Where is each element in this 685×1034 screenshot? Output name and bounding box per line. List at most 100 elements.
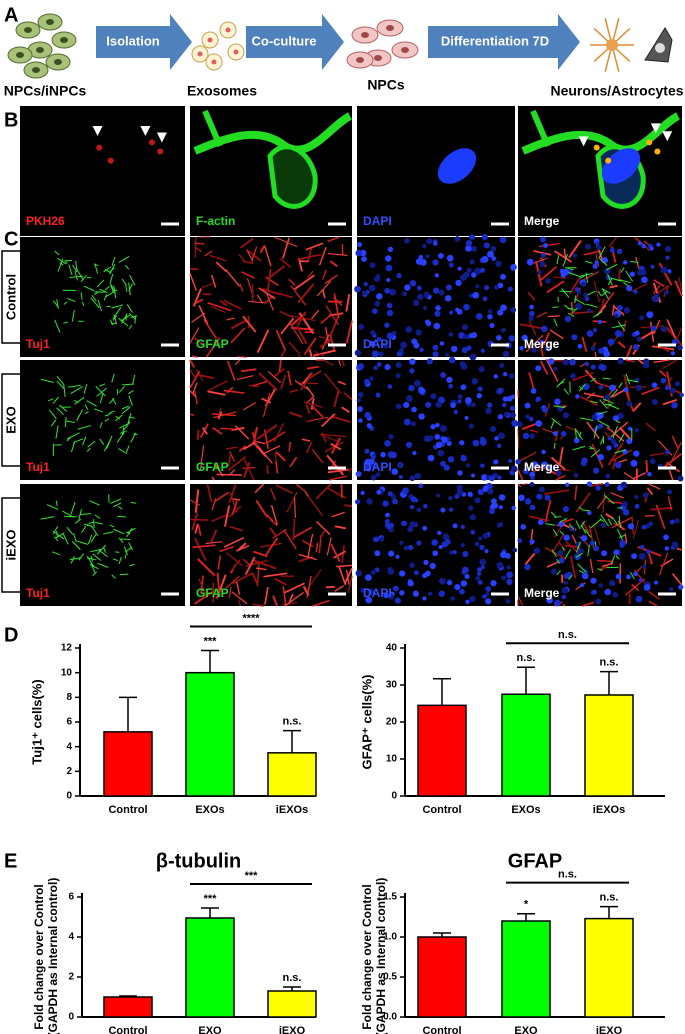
micrograph-texture xyxy=(319,530,326,540)
micrograph-texture xyxy=(422,525,428,531)
micrograph-texture xyxy=(324,441,344,453)
micrograph-texture xyxy=(406,284,411,290)
micrograph-texture xyxy=(231,498,239,516)
micrograph-texture xyxy=(290,315,316,322)
y-axis-label: Fold change over Control xyxy=(360,884,374,1029)
micrograph-texture xyxy=(364,448,370,454)
micrograph-texture xyxy=(607,442,624,466)
micrograph-texture xyxy=(365,464,370,469)
micrograph-texture xyxy=(129,274,136,286)
micrograph-texture xyxy=(607,274,613,286)
micrograph-texture xyxy=(427,454,435,462)
micrograph-texture xyxy=(480,348,485,353)
micrograph-texture xyxy=(560,431,567,437)
micrograph-texture xyxy=(617,304,623,311)
micrograph-texture xyxy=(471,377,479,385)
channel-label: PKH26 xyxy=(26,214,65,228)
micrograph-texture xyxy=(515,458,521,465)
micrograph-texture xyxy=(630,459,638,467)
micrograph-texture xyxy=(460,580,468,587)
micrograph-texture xyxy=(305,242,324,251)
micrograph-texture xyxy=(122,383,134,386)
micrograph-texture xyxy=(585,260,593,264)
micrograph-texture xyxy=(641,276,648,284)
micrograph-texture xyxy=(568,574,573,580)
micrograph-texture xyxy=(410,496,417,503)
micrograph-texture xyxy=(627,426,632,431)
micrograph-texture xyxy=(256,294,264,304)
micrograph-texture xyxy=(127,413,132,424)
micrograph-texture xyxy=(632,519,639,539)
micrograph-texture xyxy=(568,240,582,259)
micrograph-texture xyxy=(485,598,492,605)
group-label: Control xyxy=(3,274,18,320)
micrograph-texture xyxy=(587,544,590,556)
micrograph-texture xyxy=(72,264,78,273)
micrograph-texture xyxy=(376,489,382,495)
micrograph-texture xyxy=(59,404,68,412)
micrograph-texture xyxy=(326,454,345,476)
micrograph-texture xyxy=(306,365,319,370)
micrograph-texture xyxy=(528,416,534,422)
micrograph-texture xyxy=(507,286,513,292)
micrograph-texture xyxy=(194,242,205,245)
micrograph-texture xyxy=(210,305,226,314)
micrograph-texture xyxy=(440,460,446,467)
micrograph-texture xyxy=(477,386,483,392)
x-tick-label: Control xyxy=(422,1025,461,1034)
micrograph-texture xyxy=(457,470,463,476)
micrograph-texture xyxy=(497,414,504,420)
micrograph-texture xyxy=(398,474,403,480)
micrograph-texture xyxy=(76,409,84,421)
micrograph-texture xyxy=(228,469,236,477)
micrograph-texture xyxy=(489,425,497,433)
micrograph-texture xyxy=(612,425,618,439)
micrograph-texture xyxy=(330,442,342,451)
micrograph-texture xyxy=(198,578,208,598)
micrograph-texture xyxy=(468,332,474,339)
micrograph-texture xyxy=(399,570,406,577)
cell-icon xyxy=(401,47,409,53)
y-tick-label: 8 xyxy=(66,692,72,703)
micrograph-texture xyxy=(93,519,95,528)
micrograph-texture xyxy=(509,405,516,411)
micrograph-texture xyxy=(553,318,558,327)
micrograph-texture xyxy=(265,276,279,287)
micrograph-texture xyxy=(411,406,417,413)
micrograph-texture xyxy=(189,390,197,398)
micrograph-texture xyxy=(664,385,671,391)
micrograph-texture xyxy=(449,550,454,555)
micrograph-texture xyxy=(645,460,649,473)
micrograph-texture xyxy=(541,461,548,469)
micrograph-texture xyxy=(575,520,581,530)
micrograph-texture xyxy=(128,283,133,292)
significance-label: *** xyxy=(204,893,218,905)
micrograph-texture xyxy=(546,596,553,604)
micrograph-texture xyxy=(589,540,596,546)
micrograph-texture xyxy=(457,394,463,400)
channel-label: Tuj1 xyxy=(26,460,50,474)
cell-icon xyxy=(24,27,32,33)
micrograph-texture xyxy=(584,296,590,302)
micrograph-texture xyxy=(333,550,346,559)
micrograph-texture xyxy=(552,464,559,471)
y-tick-label: 1.5 xyxy=(383,892,397,903)
neuron-icon xyxy=(606,39,618,51)
cell-icon xyxy=(60,37,68,43)
micrograph-texture xyxy=(315,483,332,500)
micrograph-texture xyxy=(497,282,504,289)
micrograph-texture xyxy=(528,320,537,336)
micrograph-texture xyxy=(104,285,110,291)
micrograph-texture xyxy=(48,409,57,420)
micrograph-texture xyxy=(320,433,347,438)
micrograph-texture xyxy=(189,370,201,389)
micrograph-texture xyxy=(56,407,64,415)
micrograph-texture xyxy=(88,521,94,524)
y-tick-label: 6 xyxy=(66,717,72,728)
micrograph-texture xyxy=(490,245,497,252)
micrograph-texture xyxy=(116,432,125,443)
micrograph-texture xyxy=(438,289,445,296)
micrograph-texture xyxy=(612,517,619,526)
micrograph-texture xyxy=(197,523,202,536)
micrograph-texture xyxy=(556,570,561,576)
